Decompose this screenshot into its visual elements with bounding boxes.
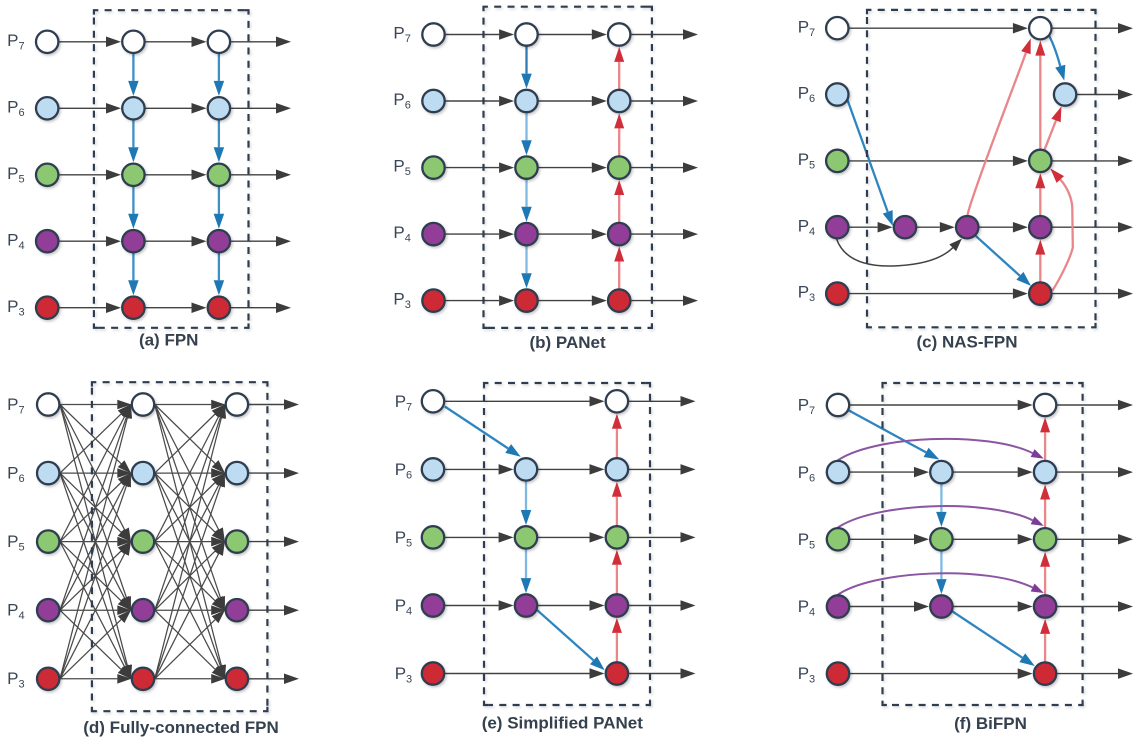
svg-text:P6: P6 [393,90,410,112]
svg-text:P3: P3 [393,290,410,312]
svg-text:P6: P6 [798,463,815,485]
svg-text:P4: P4 [7,601,24,623]
svg-text:P6: P6 [7,464,24,486]
svg-text:P5: P5 [7,164,24,186]
svg-text:P5: P5 [395,528,412,550]
svg-text:P4: P4 [7,230,24,252]
svg-text:P6: P6 [395,460,412,482]
svg-text:(e) Simplified PANet: (e) Simplified PANet [482,714,644,733]
svg-text:(b) PANet: (b) PANet [530,333,607,352]
svg-text:P3: P3 [798,664,815,686]
svg-text:P4: P4 [395,596,412,618]
svg-text:P6: P6 [7,97,24,119]
svg-text:P7: P7 [798,396,815,418]
svg-text:P3: P3 [7,669,24,691]
svg-text:P7: P7 [7,395,24,417]
svg-text:P3: P3 [7,297,24,319]
svg-text:P4: P4 [798,216,815,238]
svg-text:P7: P7 [395,392,412,414]
svg-text:P7: P7 [393,24,410,46]
svg-text:P6: P6 [798,84,815,106]
svg-text:P4: P4 [798,597,815,619]
svg-text:P7: P7 [798,17,815,39]
svg-text:(c) NAS-FPN: (c) NAS-FPN [916,333,1017,352]
svg-text:P5: P5 [798,150,815,172]
svg-text:P7: P7 [7,31,24,53]
svg-text:P5: P5 [393,157,410,179]
svg-text:P5: P5 [7,532,24,554]
svg-text:(d) Fully-connected FPN: (d) Fully-connected FPN [83,718,279,737]
svg-text:P5: P5 [798,530,815,552]
svg-text:(f) BiFPN: (f) BiFPN [954,714,1027,733]
svg-text:P4: P4 [393,223,410,245]
svg-text:P3: P3 [798,283,815,305]
svg-text:(a) FPN: (a) FPN [139,331,199,350]
svg-text:P3: P3 [395,664,412,686]
